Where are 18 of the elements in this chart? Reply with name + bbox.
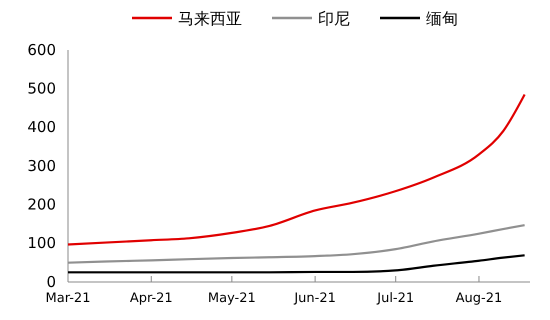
x-tick-label: Aug-21 (456, 290, 502, 306)
x-tick-label: Apr-21 (130, 290, 173, 306)
legend-label: 马来西亚 (178, 9, 242, 28)
y-tick-label: 500 (27, 79, 56, 98)
legend-label: 印尼 (318, 9, 350, 28)
y-tick-label: 100 (27, 234, 56, 252)
y-tick-label: 200 (27, 195, 56, 214)
x-tick-label: Mar-21 (46, 290, 90, 306)
y-tick-label: 400 (27, 118, 56, 136)
x-tick-label: Jul-21 (376, 290, 414, 306)
x-tick-label: Jun-21 (293, 290, 336, 306)
line-series (66, 254, 526, 274)
x-tick-label: May-21 (208, 290, 256, 306)
y-tick-label: 0 (46, 272, 56, 291)
y-tick-label: 600 (27, 40, 56, 59)
y-tick-label: 300 (27, 156, 56, 175)
legend-label: 缅甸 (426, 9, 458, 28)
line-series (66, 93, 526, 246)
